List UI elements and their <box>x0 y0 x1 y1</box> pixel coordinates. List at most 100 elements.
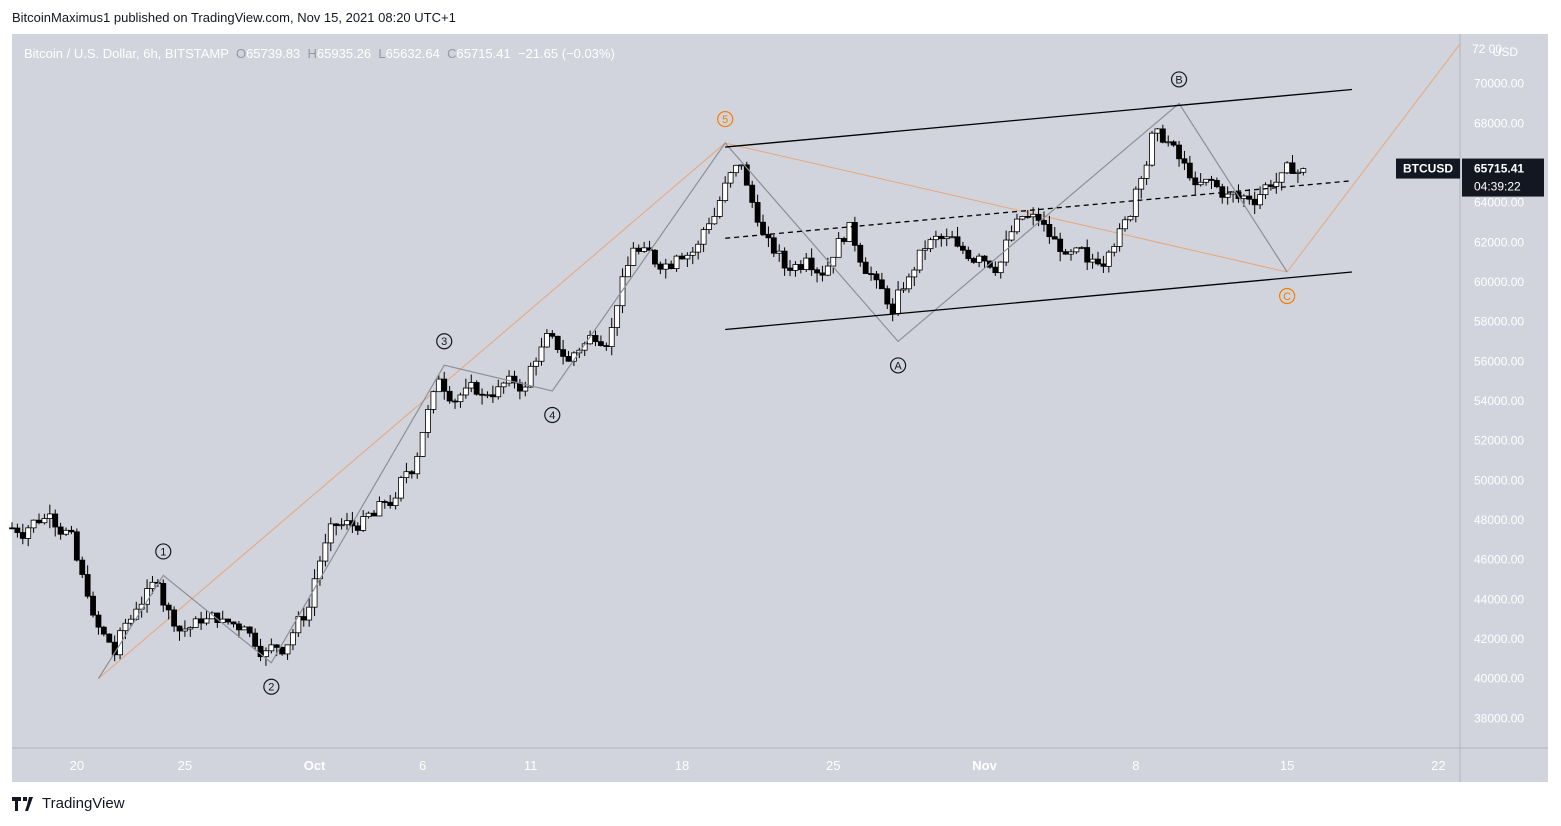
countdown-text: 04:39:22 <box>1474 180 1521 194</box>
time-tick-label: Oct <box>304 758 326 773</box>
candle-up <box>1122 219 1128 230</box>
candle-up <box>290 632 296 646</box>
wave-label-circle <box>1279 287 1296 305</box>
candle-down <box>819 272 826 276</box>
channel-upper-line <box>725 88 1352 148</box>
candle-down <box>565 356 572 362</box>
candle-up <box>1273 181 1280 187</box>
candle-down <box>52 513 59 528</box>
candle-up <box>1138 178 1145 190</box>
candle-down <box>441 378 448 392</box>
last-price-label: BTCUSD 65715.41 04:39:22 <box>1396 158 1544 197</box>
candle-down <box>252 632 259 647</box>
candle-up <box>614 305 621 328</box>
candle-down <box>808 257 815 271</box>
candle-up <box>430 391 437 410</box>
candle-down <box>1062 251 1069 255</box>
low-key: L <box>378 46 386 61</box>
candle-up <box>933 235 939 241</box>
candle-down <box>749 184 756 203</box>
candle-down <box>95 614 102 628</box>
channel-lower-line <box>725 271 1352 331</box>
price-tick-label: 68000.00 <box>1474 116 1524 130</box>
candle-down <box>1159 128 1166 143</box>
candle-down <box>273 644 280 648</box>
candle-down <box>560 349 567 357</box>
candle-up <box>916 249 923 271</box>
candle-down <box>1084 247 1091 263</box>
time-tick-label: 6 <box>419 758 426 773</box>
ascending-channel <box>725 88 1352 331</box>
candle-up <box>949 236 956 239</box>
tradingview-brand: TradingView <box>42 795 125 812</box>
chart-pane[interactable] <box>12 34 1548 782</box>
candle-up <box>803 257 810 270</box>
tradingview-footer[interactable]: TradingView <box>12 795 125 812</box>
ticker-tag <box>1396 158 1460 179</box>
candle-up <box>468 382 475 389</box>
candle-down <box>1251 198 1258 206</box>
candle-down <box>171 609 177 627</box>
candle-up <box>338 524 345 527</box>
candle-up <box>1149 132 1155 166</box>
candle-up <box>419 432 426 457</box>
candle-down <box>1208 178 1215 181</box>
candle-down <box>479 393 485 396</box>
candle-up <box>1143 164 1150 179</box>
candle-up <box>538 346 545 362</box>
wave-count-lines <box>97 102 1288 679</box>
candle-up <box>711 215 718 225</box>
candle-up <box>1295 171 1301 174</box>
candle-up <box>376 501 383 517</box>
open-key: O <box>235 46 247 61</box>
time-tick-label: 18 <box>675 758 689 773</box>
wave-label-text: B <box>1175 74 1182 86</box>
candle-up <box>673 255 680 270</box>
candle-up <box>689 251 696 256</box>
candle-up <box>1078 247 1085 249</box>
candle-up <box>1257 194 1263 206</box>
wave-label-circle <box>889 357 907 374</box>
candle-up <box>700 229 707 245</box>
candle-up <box>835 238 842 258</box>
candle-down <box>981 255 988 262</box>
candle-down <box>992 266 999 274</box>
candle-up <box>1165 141 1172 144</box>
candle-down <box>743 164 750 186</box>
wave-label-3: 3 <box>436 333 453 350</box>
candle-up <box>1197 181 1204 186</box>
candle-down <box>279 646 286 655</box>
candle-up <box>117 630 123 656</box>
wave-label-circle <box>263 678 280 695</box>
candle-down <box>965 249 972 259</box>
price-tick-label: 56000.00 <box>1474 354 1524 368</box>
candle-up <box>895 289 901 315</box>
candle-down <box>68 529 75 533</box>
candle-up <box>63 529 69 535</box>
candle-down <box>79 559 86 575</box>
candle-up <box>1089 258 1096 263</box>
candle-up <box>608 327 615 347</box>
wave-label-text: 1 <box>160 546 166 558</box>
candle-up <box>500 382 507 388</box>
candle-down <box>554 335 561 350</box>
candle-down <box>198 618 205 624</box>
candle-down <box>862 261 869 274</box>
candle-up <box>344 520 350 526</box>
wave-label-text: 2 <box>268 682 274 694</box>
candle-up <box>722 182 729 201</box>
price-tick-label: 60000.00 <box>1474 275 1524 289</box>
time-axis[interactable]: 20 25 Oct 6 11 18 25 Nov 8 15 22 <box>70 758 1446 773</box>
candle-down <box>652 249 658 265</box>
candle-down <box>814 269 820 274</box>
price-tick-label: 54000.00 <box>1474 394 1524 408</box>
candle-up <box>900 288 907 291</box>
candle-down <box>73 531 80 561</box>
candle-down <box>841 238 847 242</box>
candle-down <box>868 273 874 275</box>
candle-down <box>857 244 864 263</box>
candle-up <box>30 519 37 529</box>
candle-up <box>792 264 799 271</box>
